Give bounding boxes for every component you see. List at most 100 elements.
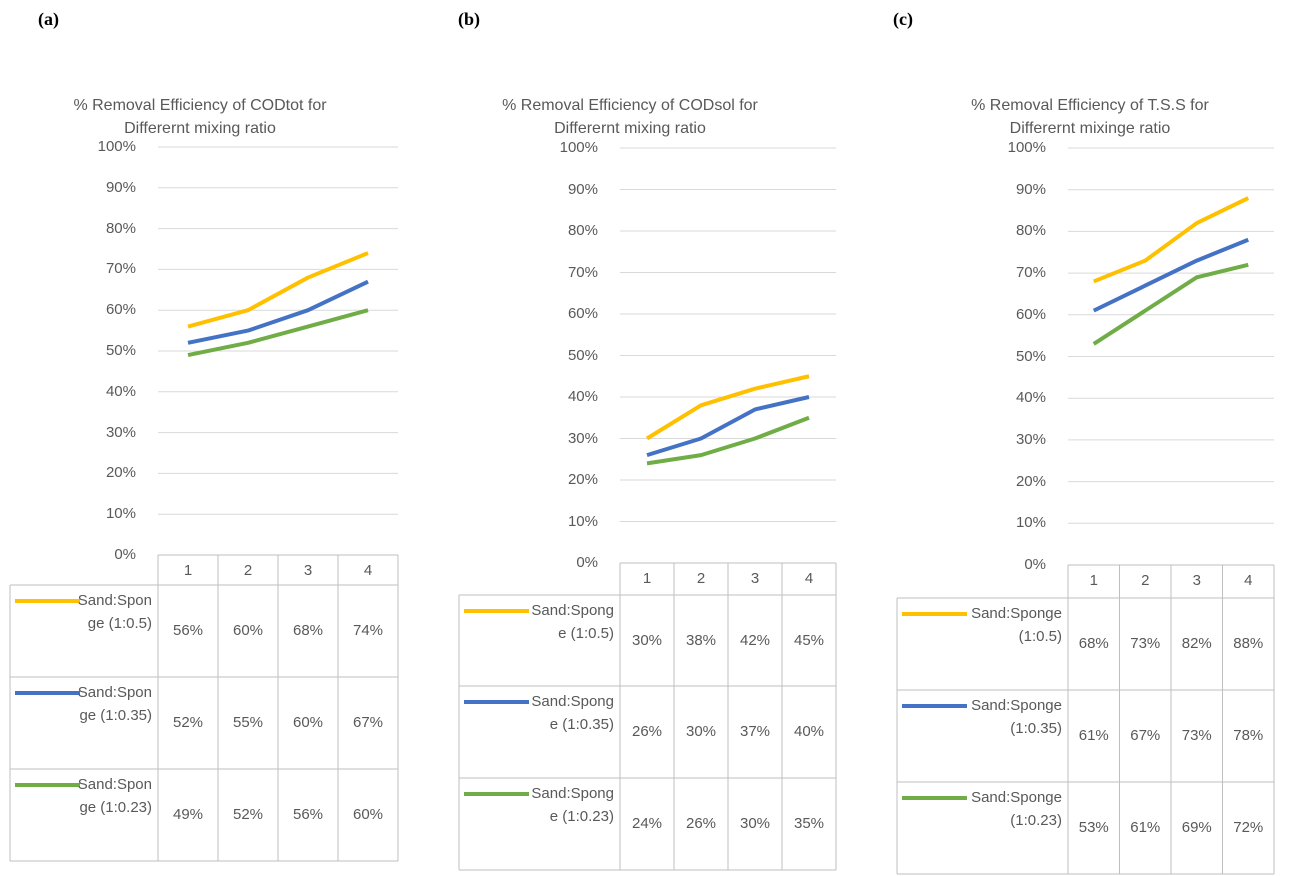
y-tick-label: 90% bbox=[1015, 180, 1046, 198]
y-tick-label: 0% bbox=[576, 554, 598, 571]
legend-label: Sand:Sponge (1:0.5) bbox=[531, 602, 614, 642]
legend-label: Sand:Sponge (1:0.23) bbox=[531, 785, 614, 825]
y-tick-label: 20% bbox=[567, 471, 598, 488]
series-line bbox=[645, 374, 810, 441]
y-tick-label: 50% bbox=[1015, 347, 1046, 365]
value-label: 88% bbox=[1233, 635, 1264, 652]
legend-label: Sand:Sponge (1:0.35) bbox=[77, 684, 152, 724]
value-label: 73% bbox=[1181, 727, 1212, 744]
value-label: 52% bbox=[232, 806, 264, 823]
series-line bbox=[1092, 262, 1249, 346]
legend-label: Sand:Sponge (1:0.23) bbox=[971, 789, 1062, 829]
value-label: 61% bbox=[1078, 727, 1109, 744]
y-tick-label: 20% bbox=[105, 464, 136, 482]
y-tick-label: 70% bbox=[1015, 264, 1046, 282]
value-label: 37% bbox=[739, 723, 771, 740]
y-tick-label: 80% bbox=[105, 219, 136, 237]
x-tick-label: 3 bbox=[750, 570, 760, 587]
y-tick-label: 40% bbox=[1015, 389, 1046, 407]
legend-label: Sand:Sponge (1:0.35) bbox=[531, 693, 614, 733]
y-tick-label: 0% bbox=[1024, 556, 1046, 573]
chart-title: % Removal Efficiency of T.S.S for Differ… bbox=[971, 97, 1209, 137]
series-line bbox=[187, 279, 369, 345]
x-tick-label: 4 bbox=[363, 562, 373, 579]
y-tick-label: 10% bbox=[105, 505, 136, 523]
value-label: 74% bbox=[352, 622, 384, 639]
y-tick-label: 60% bbox=[105, 301, 136, 319]
legend-label: Sand:Sponge (1:0.5) bbox=[971, 605, 1062, 645]
value-label: 60% bbox=[232, 622, 264, 639]
x-tick-label: 2 bbox=[243, 562, 253, 579]
value-label: 55% bbox=[232, 714, 264, 731]
y-tick-label: 100% bbox=[1007, 139, 1046, 156]
y-tick-label: 100% bbox=[97, 138, 136, 155]
y-tick-label: 40% bbox=[105, 382, 136, 400]
y-tick-label: 0% bbox=[114, 546, 136, 563]
value-label: 72% bbox=[1233, 819, 1264, 836]
y-tick-label: 70% bbox=[567, 263, 598, 281]
x-tick-label: 3 bbox=[1192, 572, 1201, 589]
series-line bbox=[187, 308, 369, 358]
value-label: 60% bbox=[292, 714, 324, 731]
chart-title: % Removal Efficiency of CODsol for Diffe… bbox=[502, 97, 758, 137]
y-tick-label: 30% bbox=[1015, 430, 1046, 448]
value-label: 26% bbox=[685, 815, 717, 832]
value-label: 68% bbox=[292, 622, 324, 639]
y-tick-label: 80% bbox=[1015, 222, 1046, 240]
value-label: 26% bbox=[631, 723, 663, 740]
legend-label: Sand:Sponge (1:0.5) bbox=[77, 592, 152, 632]
x-tick-label: 3 bbox=[303, 562, 313, 579]
value-label: 40% bbox=[793, 723, 825, 740]
y-tick-label: 20% bbox=[1015, 472, 1046, 490]
value-label: 35% bbox=[793, 815, 825, 832]
panel-label: (c) bbox=[893, 9, 913, 29]
value-label: 61% bbox=[1130, 819, 1161, 836]
y-tick-label: 50% bbox=[105, 342, 136, 359]
value-label: 82% bbox=[1181, 635, 1212, 652]
value-label: 30% bbox=[739, 815, 771, 832]
series-line bbox=[187, 251, 369, 329]
y-tick-label: 80% bbox=[567, 222, 598, 239]
value-label: 60% bbox=[352, 806, 384, 823]
value-label: 56% bbox=[292, 806, 324, 823]
value-label: 49% bbox=[172, 806, 204, 823]
y-tick-label: 10% bbox=[567, 512, 598, 530]
series-line bbox=[1092, 196, 1250, 284]
y-tick-label: 60% bbox=[1015, 305, 1046, 323]
series-line bbox=[646, 395, 810, 458]
legend-label: Sand:Sponge (1:0.35) bbox=[971, 697, 1062, 737]
value-label: 30% bbox=[631, 631, 663, 649]
series-line bbox=[646, 415, 810, 466]
series-line bbox=[1092, 237, 1250, 313]
x-tick-label: 2 bbox=[1141, 572, 1150, 589]
y-tick-label: 70% bbox=[105, 260, 136, 278]
value-label: 78% bbox=[1233, 727, 1264, 744]
value-label: 73% bbox=[1130, 635, 1161, 652]
y-tick-label: 90% bbox=[105, 178, 136, 196]
value-label: 53% bbox=[1078, 819, 1109, 836]
y-tick-label: 10% bbox=[1015, 514, 1046, 532]
panel-label: (a) bbox=[38, 9, 59, 29]
x-tick-label: 4 bbox=[804, 570, 814, 587]
y-tick-label: 100% bbox=[559, 139, 598, 156]
value-label: 30% bbox=[685, 723, 717, 740]
x-tick-label: 2 bbox=[696, 570, 706, 587]
y-tick-label: 60% bbox=[567, 305, 598, 322]
y-tick-label: 30% bbox=[567, 429, 598, 447]
panel-label: (b) bbox=[458, 9, 480, 29]
x-tick-label: 1 bbox=[183, 562, 193, 579]
value-label: 67% bbox=[1130, 727, 1161, 744]
value-label: 42% bbox=[739, 631, 771, 649]
x-tick-label: 1 bbox=[642, 570, 652, 587]
y-tick-label: 90% bbox=[567, 180, 598, 198]
value-label: 24% bbox=[631, 815, 663, 832]
value-label: 45% bbox=[793, 631, 825, 649]
y-tick-label: 30% bbox=[105, 423, 136, 441]
y-tick-label: 40% bbox=[567, 388, 598, 405]
value-label: 52% bbox=[172, 714, 204, 731]
value-label: 68% bbox=[1078, 635, 1109, 652]
value-label: 38% bbox=[685, 631, 717, 649]
x-tick-label: 1 bbox=[1089, 572, 1098, 589]
